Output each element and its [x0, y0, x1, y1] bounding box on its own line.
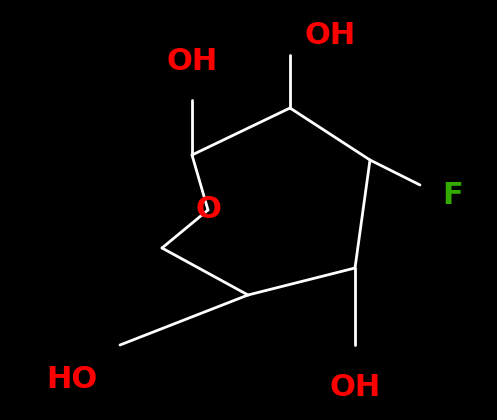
Text: HO: HO	[46, 365, 97, 394]
Text: OH: OH	[304, 21, 356, 50]
Text: O: O	[195, 195, 221, 225]
Text: OH: OH	[330, 373, 381, 402]
Text: OH: OH	[166, 47, 218, 76]
Text: F: F	[443, 181, 463, 210]
